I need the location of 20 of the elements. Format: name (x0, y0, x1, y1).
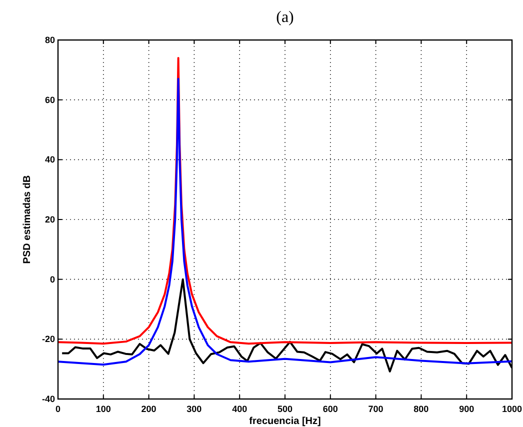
y-axis-title: PSD estimadas dB (22, 175, 33, 264)
x-tick-label: 900 (459, 404, 474, 414)
y-tick-label: -20 (42, 334, 55, 344)
x-tick-label: 200 (141, 404, 156, 414)
y-tick-label: 0 (50, 274, 55, 284)
x-tick-label: 300 (186, 404, 202, 414)
x-axis-title: frecuencia [Hz] (249, 416, 321, 427)
x-tick-label: 500 (277, 404, 293, 414)
x-tick-label: 800 (414, 404, 429, 414)
y-tick-label: 20 (44, 214, 55, 224)
y-tick-label: 60 (44, 94, 55, 105)
y-tick-label: 80 (44, 35, 55, 45)
chart-title: (a) (276, 9, 294, 26)
x-tick-label: 100 (96, 404, 111, 414)
x-tick-label: 400 (232, 404, 248, 414)
x-tick-label: 700 (368, 404, 384, 414)
y-tick-label: -40 (42, 394, 55, 404)
x-tick-label: 600 (322, 404, 338, 414)
y-tick-label: 40 (44, 154, 55, 165)
x-tick-label: 1000 (502, 404, 522, 414)
